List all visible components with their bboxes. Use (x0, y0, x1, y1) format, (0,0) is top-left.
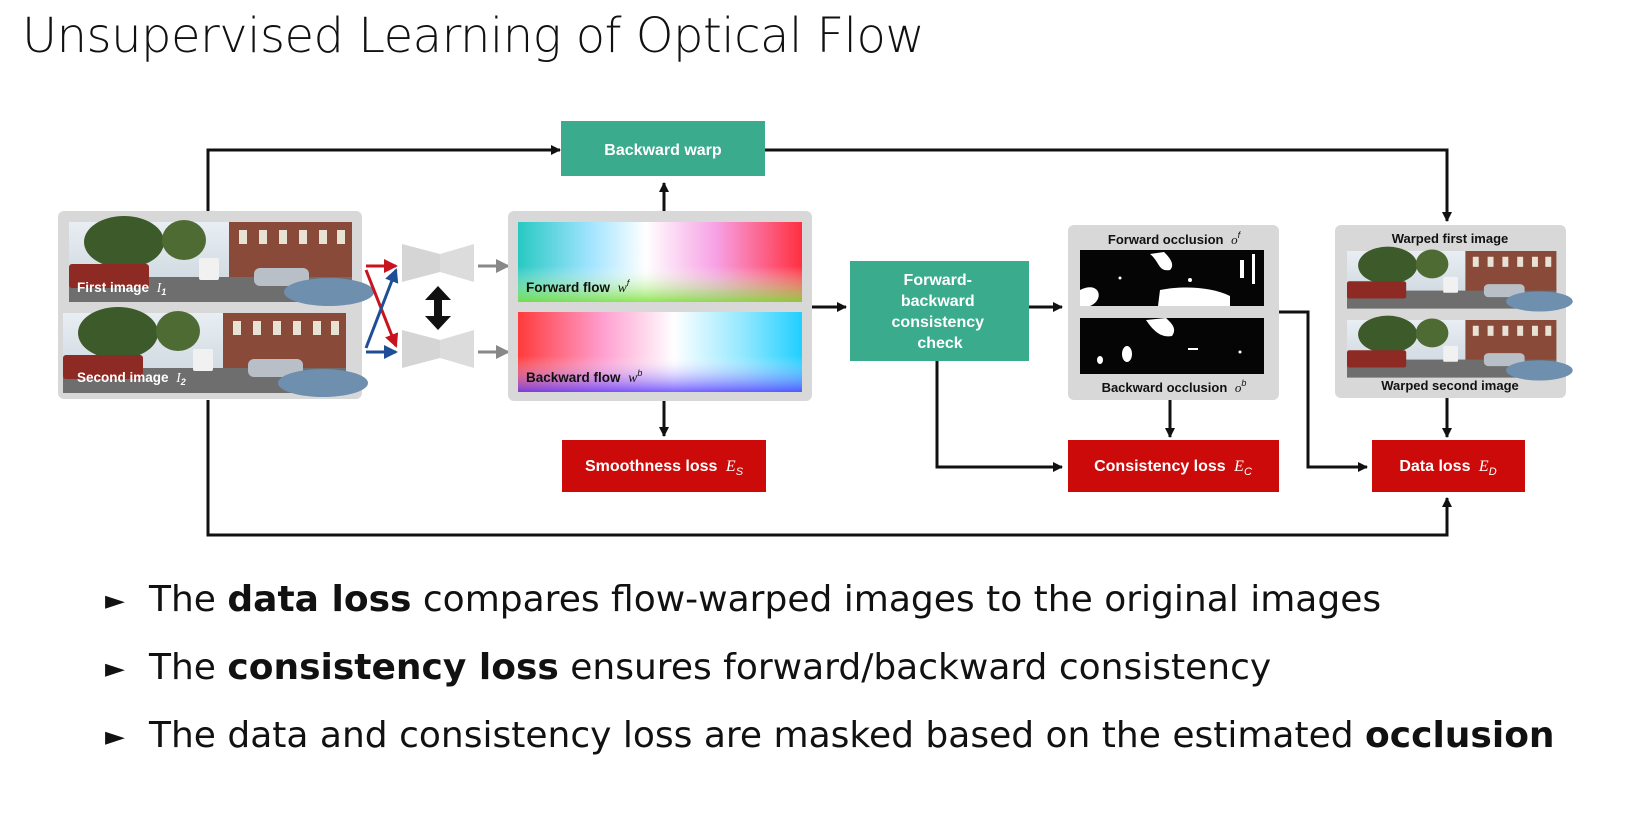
arrow-occlusion-to-data (1275, 310, 1368, 472)
slide-title: Unsupervised Learning of Optical Flow (22, 8, 925, 64)
check-line-3: consistency (892, 314, 985, 331)
backward-flow-label: Backward flow (526, 370, 621, 385)
bullet-marker-icon: ► (105, 586, 125, 616)
forward-occlusion-label: Forward occlusion (1108, 232, 1224, 247)
second-image-label: Second image (77, 370, 169, 385)
svg-text:Data loss ED: Data loss ED (1399, 458, 1496, 478)
smoothness-loss-label: Smoothness loss (585, 458, 718, 475)
check-line-2: backward (901, 293, 975, 310)
arrow-check-to-consistency (935, 360, 1063, 472)
svg-text:Second image I2: Second image I2 (77, 370, 186, 387)
backward-warp-box: Backward warp (561, 121, 765, 176)
data-loss-label: Data loss (1399, 458, 1470, 475)
svg-text:Forward flow wf: Forward flow wf (526, 278, 631, 295)
svg-text:First image I1: First image I1 (77, 280, 166, 297)
svg-text:Forward- backward: Forward- backward consistency check (892, 272, 989, 352)
warped-second-photo (1347, 315, 1573, 381)
pipeline-diagram: First image I1 Second image I2 Forward f… (58, 121, 1573, 537)
flow-network-bottom (402, 330, 474, 368)
arrow-image-to-data (206, 400, 1452, 537)
consistency-loss-box: Consistency loss EC (1068, 440, 1279, 492)
arrow-warp-to-warped-images (760, 148, 1452, 222)
bullet-emphasis: data loss (227, 579, 412, 620)
check-line-1: Forward- (904, 272, 972, 289)
consistency-loss-label: Consistency loss (1094, 458, 1226, 475)
warped-images-panel: Warped first image Warped second image (1335, 225, 1573, 398)
data-loss-box: Data loss ED (1372, 440, 1525, 492)
forward-flow-label: Forward flow (526, 280, 610, 295)
shared-weights-arrow (425, 286, 451, 330)
backward-occlusion-mask (1080, 318, 1264, 374)
check-line-4: check (917, 335, 962, 352)
svg-text:Backward occlusion ob: Backward occlusion ob (1102, 378, 1247, 395)
backward-warp-label: Backward warp (604, 142, 722, 159)
bullet-emphasis: occlusion (1365, 715, 1555, 756)
bullet-item: ► The consistency loss ensures forward/ba… (105, 646, 1555, 714)
arrow-image-to-warp (206, 145, 561, 215)
forward-occlusion-mask (1080, 250, 1264, 306)
warped-second-label: Warped second image (1381, 378, 1519, 393)
crossing-arrows (364, 259, 399, 359)
smoothness-loss-box: Smoothness loss ES (562, 440, 766, 492)
bullet-marker-icon: ► (105, 722, 125, 752)
bullet-item: ► The data and consistency loss are maske… (105, 714, 1555, 782)
flow-panel: Forward flow wf Backward flow wb (508, 211, 812, 401)
warped-first-label: Warped first image (1392, 231, 1509, 246)
svg-text:Forward occlusion of: Forward occlusion of (1108, 230, 1242, 247)
svg-text:Smoothness loss ES: Smoothness loss ES (585, 458, 744, 478)
bullet-emphasis: consistency loss (227, 647, 559, 688)
occlusion-panel: Forward occlusion of Backward occlusion … (1068, 225, 1279, 400)
first-image-label: First image (77, 280, 150, 295)
backward-occlusion-label: Backward occlusion (1102, 380, 1228, 395)
flow-network-top (402, 244, 474, 282)
bullet-item: ► The data loss compares flow-warped imag… (105, 578, 1555, 646)
bullet-list: ► The data loss compares flow-warped imag… (105, 578, 1555, 782)
warped-first-photo (1347, 246, 1573, 312)
svg-text:Consistency loss EC: Consistency loss EC (1094, 458, 1252, 478)
svg-text:Backward flow wb: Backward flow wb (526, 368, 642, 385)
consistency-check-box: Forward- backward consistency check (850, 261, 1029, 361)
connector-lines (206, 145, 1452, 537)
input-images-panel: First image I1 Second image I2 (58, 211, 374, 399)
bullet-marker-icon: ► (105, 654, 125, 684)
